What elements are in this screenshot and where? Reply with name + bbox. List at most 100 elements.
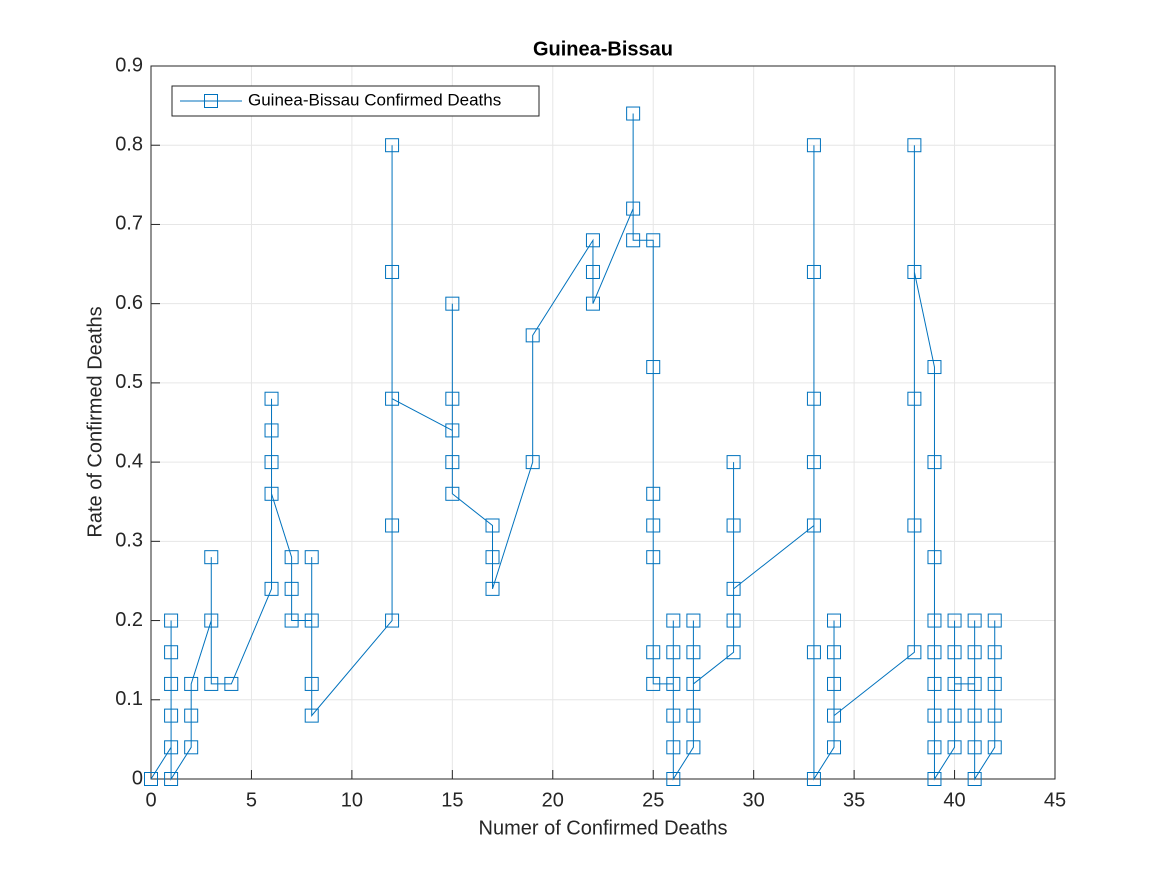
marker [224,676,239,691]
marker [385,613,400,628]
marker [264,423,279,438]
marker [184,708,199,723]
marker [927,676,942,691]
marker [626,233,641,248]
marker [806,391,821,406]
x-tick-label: 45 [1044,789,1066,811]
chart-title: Guinea-Bissau [533,38,673,60]
marker [827,645,842,660]
marker [445,455,460,470]
marker [686,645,701,660]
marker [525,328,540,343]
marker [264,581,279,596]
marker [304,708,319,723]
marker [967,613,982,628]
marker [947,613,962,628]
marker [686,676,701,691]
marker [264,455,279,470]
marker [947,740,962,755]
y-tick-label: 0 [132,767,143,789]
marker [646,486,661,501]
marker [806,138,821,153]
marker [907,391,922,406]
marker [987,645,1002,660]
marker [827,708,842,723]
y-tick-label: 0.7 [115,213,143,235]
marker [827,613,842,628]
marker [987,708,1002,723]
marker [967,708,982,723]
marker [445,391,460,406]
marker [385,518,400,533]
x-tick-label: 25 [642,789,664,811]
marker [585,264,600,279]
marker [485,518,500,533]
marker [686,708,701,723]
marker [686,613,701,628]
marker [947,645,962,660]
marker [666,676,681,691]
marker [144,772,158,786]
marker [726,581,741,596]
marker [585,233,600,248]
marker [927,455,942,470]
x-tick-label: 20 [542,789,564,811]
marker [445,296,460,311]
marker [666,772,681,786]
x-axis-label: Numer of Confirmed Deaths [479,817,728,839]
marker [304,676,319,691]
marker [204,613,219,628]
y-tick-label: 0.4 [115,450,143,472]
legend-label: Guinea-Bissau Confirmed Deaths [248,90,501,109]
y-tick-label: 0.9 [115,54,143,76]
marker [385,264,400,279]
marker [646,645,661,660]
marker [666,613,681,628]
marker [204,550,219,565]
marker [927,772,942,786]
marker [284,613,299,628]
marker [947,676,962,691]
marker [666,645,681,660]
marker [947,708,962,723]
marker [967,645,982,660]
marker [264,486,279,501]
marker [967,676,982,691]
legend: Guinea-Bissau Confirmed Deaths [171,85,540,117]
marker [987,613,1002,628]
marker [927,740,942,755]
y-tick-label: 0.3 [115,530,143,552]
y-tick-label: 0.2 [115,609,143,631]
marker [686,740,701,755]
marker [806,518,821,533]
marker [927,550,942,565]
marker [284,581,299,596]
marker [927,360,942,375]
marker [646,676,661,691]
y-tick-label: 0.8 [115,134,143,156]
marker [164,613,179,628]
marker [666,708,681,723]
marker [907,138,922,153]
x-tick-label: 40 [943,789,965,811]
legend-marker [204,94,218,108]
x-tick-label: 5 [246,789,257,811]
x-tick-label: 10 [341,789,363,811]
axes-box [150,65,1056,780]
marker [806,772,821,786]
data-line [150,113,996,781]
marker [646,360,661,375]
marker [806,645,821,660]
marker [264,391,279,406]
marker [525,455,540,470]
marker [304,550,319,565]
marker [485,581,500,596]
marker [967,740,982,755]
marker [164,676,179,691]
marker [445,423,460,438]
marker [907,518,922,533]
marker [445,486,460,501]
marker [304,613,319,628]
marker [164,740,179,755]
